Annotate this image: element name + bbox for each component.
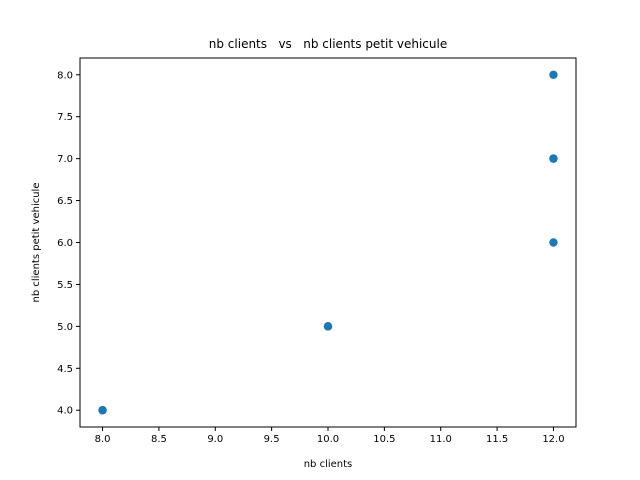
y-tick-label-2: 5.0 (57, 322, 73, 333)
x-axis-label: nb clients (304, 459, 353, 470)
data-point-7 (549, 70, 558, 79)
x-axis: 8.0 8.5 9.0 9.5 10.0 10.5 11.0 11.5 12.0 (95, 427, 565, 445)
y-tick-label-4: 6.0 (57, 238, 73, 249)
data-point-4 (549, 238, 558, 247)
y-tick-label-8: 8.0 (57, 70, 73, 81)
x-tick-label-2: 9.0 (207, 434, 223, 445)
y-tick-label-5: 6.5 (57, 196, 73, 207)
y-tick-label-6: 7.0 (57, 154, 73, 165)
y-axis-label: nb clients petit vehicule (31, 183, 42, 303)
y-axis: 4.0 4.5 5.0 5.5 6.0 6.5 7.0 7.5 8.0 (57, 70, 80, 417)
axes-frame (79, 57, 577, 428)
data-point-1 (98, 406, 107, 415)
x-tick-label-5: 10.5 (373, 434, 395, 445)
x-tick-label-8: 12.0 (542, 434, 564, 445)
x-tick-label-4: 10.0 (317, 434, 339, 445)
x-tick-label-3: 9.5 (264, 434, 280, 445)
y-tick-label-0: 4.0 (57, 406, 73, 417)
y-tick-label-1: 4.5 (57, 364, 73, 375)
chart-title: nb clients vs nb clients petit vehicule (209, 37, 447, 51)
x-tick-label-0: 8.0 (95, 434, 111, 445)
plot-area (98, 70, 558, 415)
y-tick-label-7: 7.5 (57, 112, 73, 123)
x-tick-label-7: 11.5 (486, 434, 508, 445)
x-tick-label-1: 8.5 (151, 434, 167, 445)
data-point-6 (549, 154, 558, 163)
x-tick-label-6: 11.0 (430, 434, 452, 445)
y-tick-label-3: 5.5 (57, 280, 73, 291)
data-point-3 (323, 322, 333, 331)
